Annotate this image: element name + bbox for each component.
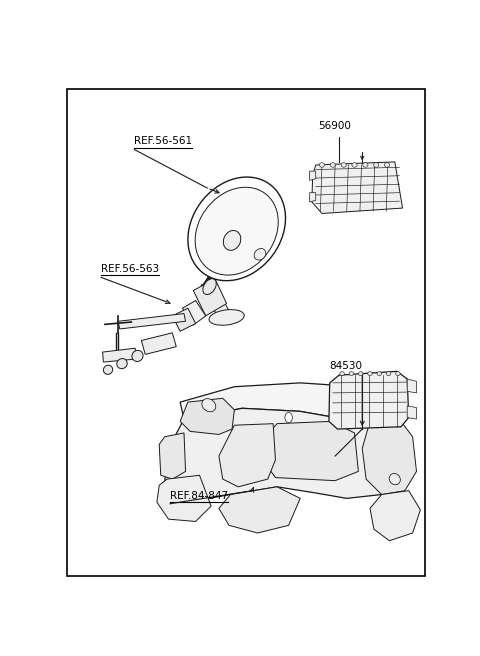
Ellipse shape (103, 365, 113, 375)
Ellipse shape (203, 279, 216, 295)
Polygon shape (407, 379, 417, 393)
Ellipse shape (368, 371, 372, 376)
Polygon shape (159, 433, 186, 479)
Polygon shape (182, 300, 206, 325)
Polygon shape (201, 281, 230, 319)
Polygon shape (219, 424, 276, 487)
Ellipse shape (202, 399, 216, 412)
Ellipse shape (132, 350, 143, 361)
Ellipse shape (188, 177, 286, 281)
Polygon shape (103, 348, 136, 362)
Text: REF.84-847: REF.84-847 (170, 491, 228, 501)
Ellipse shape (373, 163, 379, 167)
Polygon shape (200, 255, 225, 289)
Polygon shape (142, 333, 176, 354)
Polygon shape (118, 314, 186, 329)
Ellipse shape (359, 371, 363, 376)
Polygon shape (180, 398, 234, 434)
Polygon shape (362, 421, 417, 495)
Ellipse shape (330, 163, 336, 167)
Circle shape (285, 413, 292, 422)
Polygon shape (310, 193, 316, 202)
Ellipse shape (340, 371, 344, 376)
Text: 56900: 56900 (318, 121, 351, 131)
Ellipse shape (341, 163, 346, 167)
Ellipse shape (363, 163, 368, 167)
Ellipse shape (386, 371, 391, 376)
Ellipse shape (384, 163, 390, 167)
Polygon shape (312, 162, 403, 213)
Polygon shape (180, 383, 393, 421)
Polygon shape (157, 475, 211, 522)
Ellipse shape (319, 163, 324, 167)
Polygon shape (172, 308, 196, 331)
Ellipse shape (349, 371, 354, 376)
Text: REF.56-561: REF.56-561 (134, 136, 192, 146)
Ellipse shape (254, 249, 266, 260)
Ellipse shape (195, 187, 278, 275)
Ellipse shape (117, 359, 127, 369)
Polygon shape (165, 408, 401, 501)
Polygon shape (310, 171, 316, 180)
Ellipse shape (377, 371, 382, 376)
Polygon shape (265, 421, 359, 481)
Polygon shape (193, 279, 227, 316)
Ellipse shape (389, 474, 400, 485)
Polygon shape (370, 491, 420, 541)
Ellipse shape (352, 163, 357, 167)
Polygon shape (407, 406, 417, 419)
Ellipse shape (223, 230, 241, 251)
Text: 84530: 84530 (330, 361, 363, 371)
Polygon shape (219, 487, 300, 533)
Ellipse shape (396, 371, 400, 376)
Text: REF.56-563: REF.56-563 (101, 264, 159, 274)
Polygon shape (190, 198, 269, 270)
Polygon shape (329, 371, 409, 429)
Ellipse shape (209, 310, 244, 325)
